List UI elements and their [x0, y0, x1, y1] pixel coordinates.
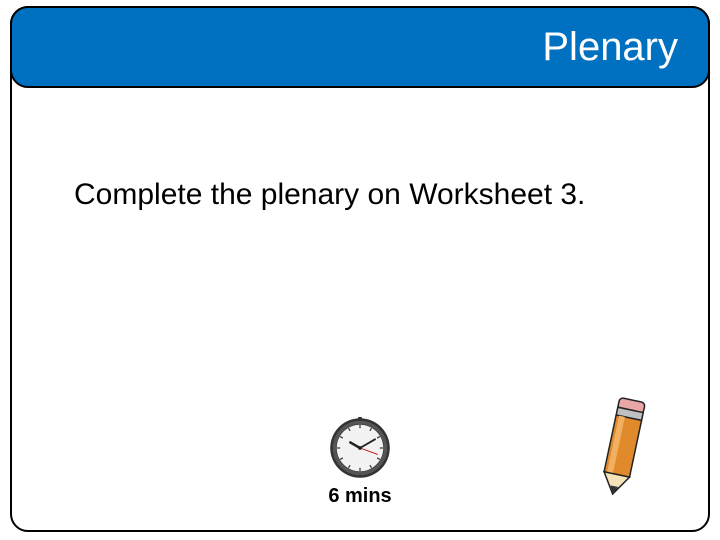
header-title: Plenary	[542, 25, 678, 70]
header-bar: Plenary	[10, 6, 710, 88]
footer-area: 6 mins	[12, 412, 708, 512]
body-instruction-text: Complete the plenary on Worksheet 3.	[74, 178, 585, 212]
timer-group: 6 mins	[328, 417, 391, 508]
pencil-group	[592, 395, 652, 510]
slide-frame: Plenary Complete the plenary on Workshee…	[10, 6, 710, 532]
timer-label: 6 mins	[328, 485, 391, 508]
clock-icon	[329, 417, 391, 479]
pencil-icon	[592, 395, 652, 505]
